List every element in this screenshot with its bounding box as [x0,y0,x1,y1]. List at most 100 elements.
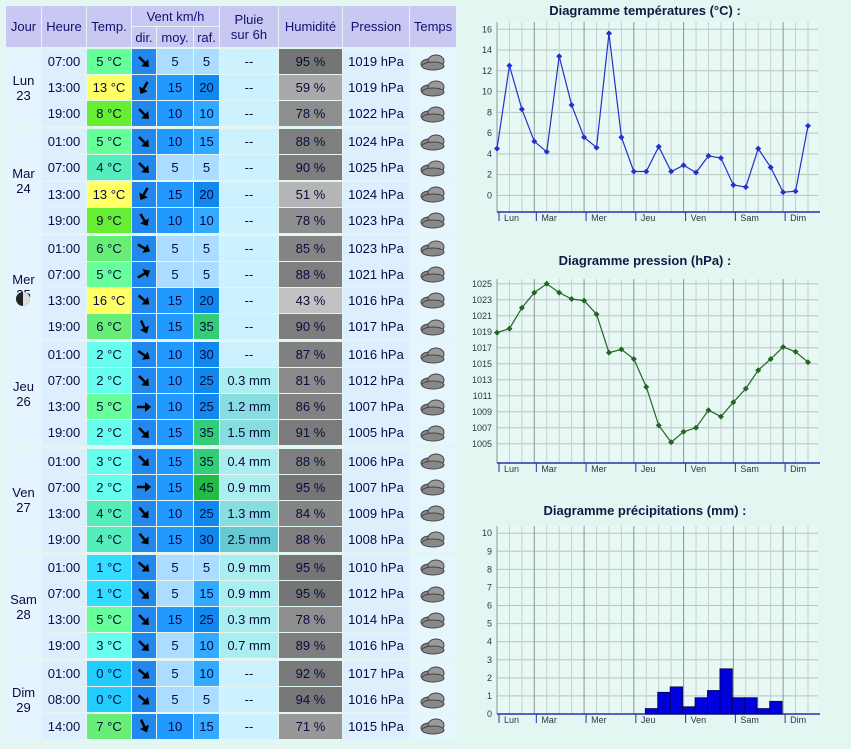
wind-speed-cell: 10 [157,129,193,155]
wind-speed-cell: 5 [157,581,193,607]
wind-dir-cell [132,129,156,155]
wind-speed-cell: 15 [157,607,193,633]
y-tick-label: 4 [487,637,492,647]
time-cell: 14:00 [42,713,86,739]
time-cell: 07:00 [42,581,86,607]
temp-cell: 13 °C [87,181,131,207]
temp-cell: 1 °C [87,554,131,580]
weather-icon [420,666,445,683]
humidity-cell: 88 % [279,448,342,474]
day-text: Mer [12,272,35,288]
weather-cell [410,500,456,526]
rain-cell: -- [220,342,278,368]
marker [655,422,662,429]
wind-speed-cell: 15 [157,448,193,474]
temp-cell: 0 °C [87,661,131,687]
humidity-cell: 86 % [279,394,342,420]
marker [767,356,774,362]
wind-gust-cell: 10 [194,101,219,127]
humidity-cell: 71 % [279,713,342,739]
time-cell: 07:00 [42,368,86,394]
marker [655,143,662,150]
chart-title: Diagramme précipitations (mm) : [544,503,747,518]
temp-cell: 2 °C [87,368,131,394]
marker [792,188,799,195]
weather-icon [420,292,445,309]
y-tick-label: 6 [487,128,492,138]
marker [618,346,625,353]
marker [581,297,588,304]
humidity-cell: 43 % [279,287,342,313]
weather-icon [420,186,445,203]
humidity-cell: 88 % [279,129,342,155]
weather-cell [410,207,456,233]
wind-dir-cell [132,207,156,233]
pressure-cell: 1015 hPa [343,713,409,739]
wind-arrow [138,162,149,173]
pressure-cell: 1008 hPa [343,526,409,552]
plot-area [497,22,818,212]
wind-gust-cell: 5 [194,554,219,580]
weather-icon [420,638,445,655]
rain-cell: -- [220,287,278,313]
weather-icon [420,373,445,390]
wind-dir-cell [132,261,156,287]
wind-arrow [137,482,151,493]
wind-dir-cell [132,661,156,687]
pressure-cell: 1007 hPa [343,394,409,420]
marker [494,329,500,336]
marker [543,280,550,287]
weather-icon [420,718,445,735]
rain-cell: 1.5 mm [220,420,278,446]
weather-cell [410,554,456,580]
weather-cell [410,581,456,607]
rain-cell: -- [220,181,278,207]
y-tick-label: 14 [482,45,492,55]
marker [742,385,749,392]
wind-gust-cell: 35 [194,314,219,340]
wind-arrow [139,213,149,227]
time-cell: 01:00 [42,448,86,474]
weather-icon [420,453,445,470]
weather-icon [420,399,445,416]
temp-cell: 4 °C [87,526,131,552]
time-cell: 19:00 [42,207,86,233]
day-text: Mar [12,165,35,181]
time-cell: 01:00 [42,235,86,261]
y-tick-label: 1005 [472,439,492,449]
weather-icon [420,612,445,629]
day-cell: Dim 29 [6,661,41,739]
wind-dir-cell [132,49,156,75]
weather-icon [420,479,445,496]
wind-arrow [137,694,150,705]
wind-gust-cell: 25 [194,368,219,394]
header-cell: Temps [410,6,456,47]
wind-dir-cell [132,448,156,474]
weather-cell [410,235,456,261]
temp-cell: 16 °C [87,287,131,313]
wind-gust-cell: 25 [194,607,219,633]
pressure-cell: 1006 hPa [343,448,409,474]
x-tick-label: Sam [740,715,759,725]
marker [518,106,525,113]
pressure-cell: 1019 hPa [343,75,409,101]
wind-gust-cell: 25 [194,500,219,526]
time-cell: 13:00 [42,181,86,207]
wind-dir-cell [132,474,156,500]
time-cell: 07:00 [42,49,86,75]
weather-cell [410,420,456,446]
wind-gust-cell: 30 [194,526,219,552]
pressure-cell: 1025 hPa [343,155,409,181]
temp-cell: 2 °C [87,420,131,446]
humidity-cell: 89 % [279,633,342,659]
marker [693,169,700,176]
pressure-cell: 1016 hPa [343,287,409,313]
pressure-cell: 1019 hPa [343,49,409,75]
humidity-cell: 95 % [279,474,342,500]
weather-cell [410,448,456,474]
y-tick-label: 0 [487,709,492,719]
wind-dir-cell [132,554,156,580]
wind-gust-cell: 25 [194,394,219,420]
bar [719,668,733,715]
wind-dir-cell [132,235,156,261]
